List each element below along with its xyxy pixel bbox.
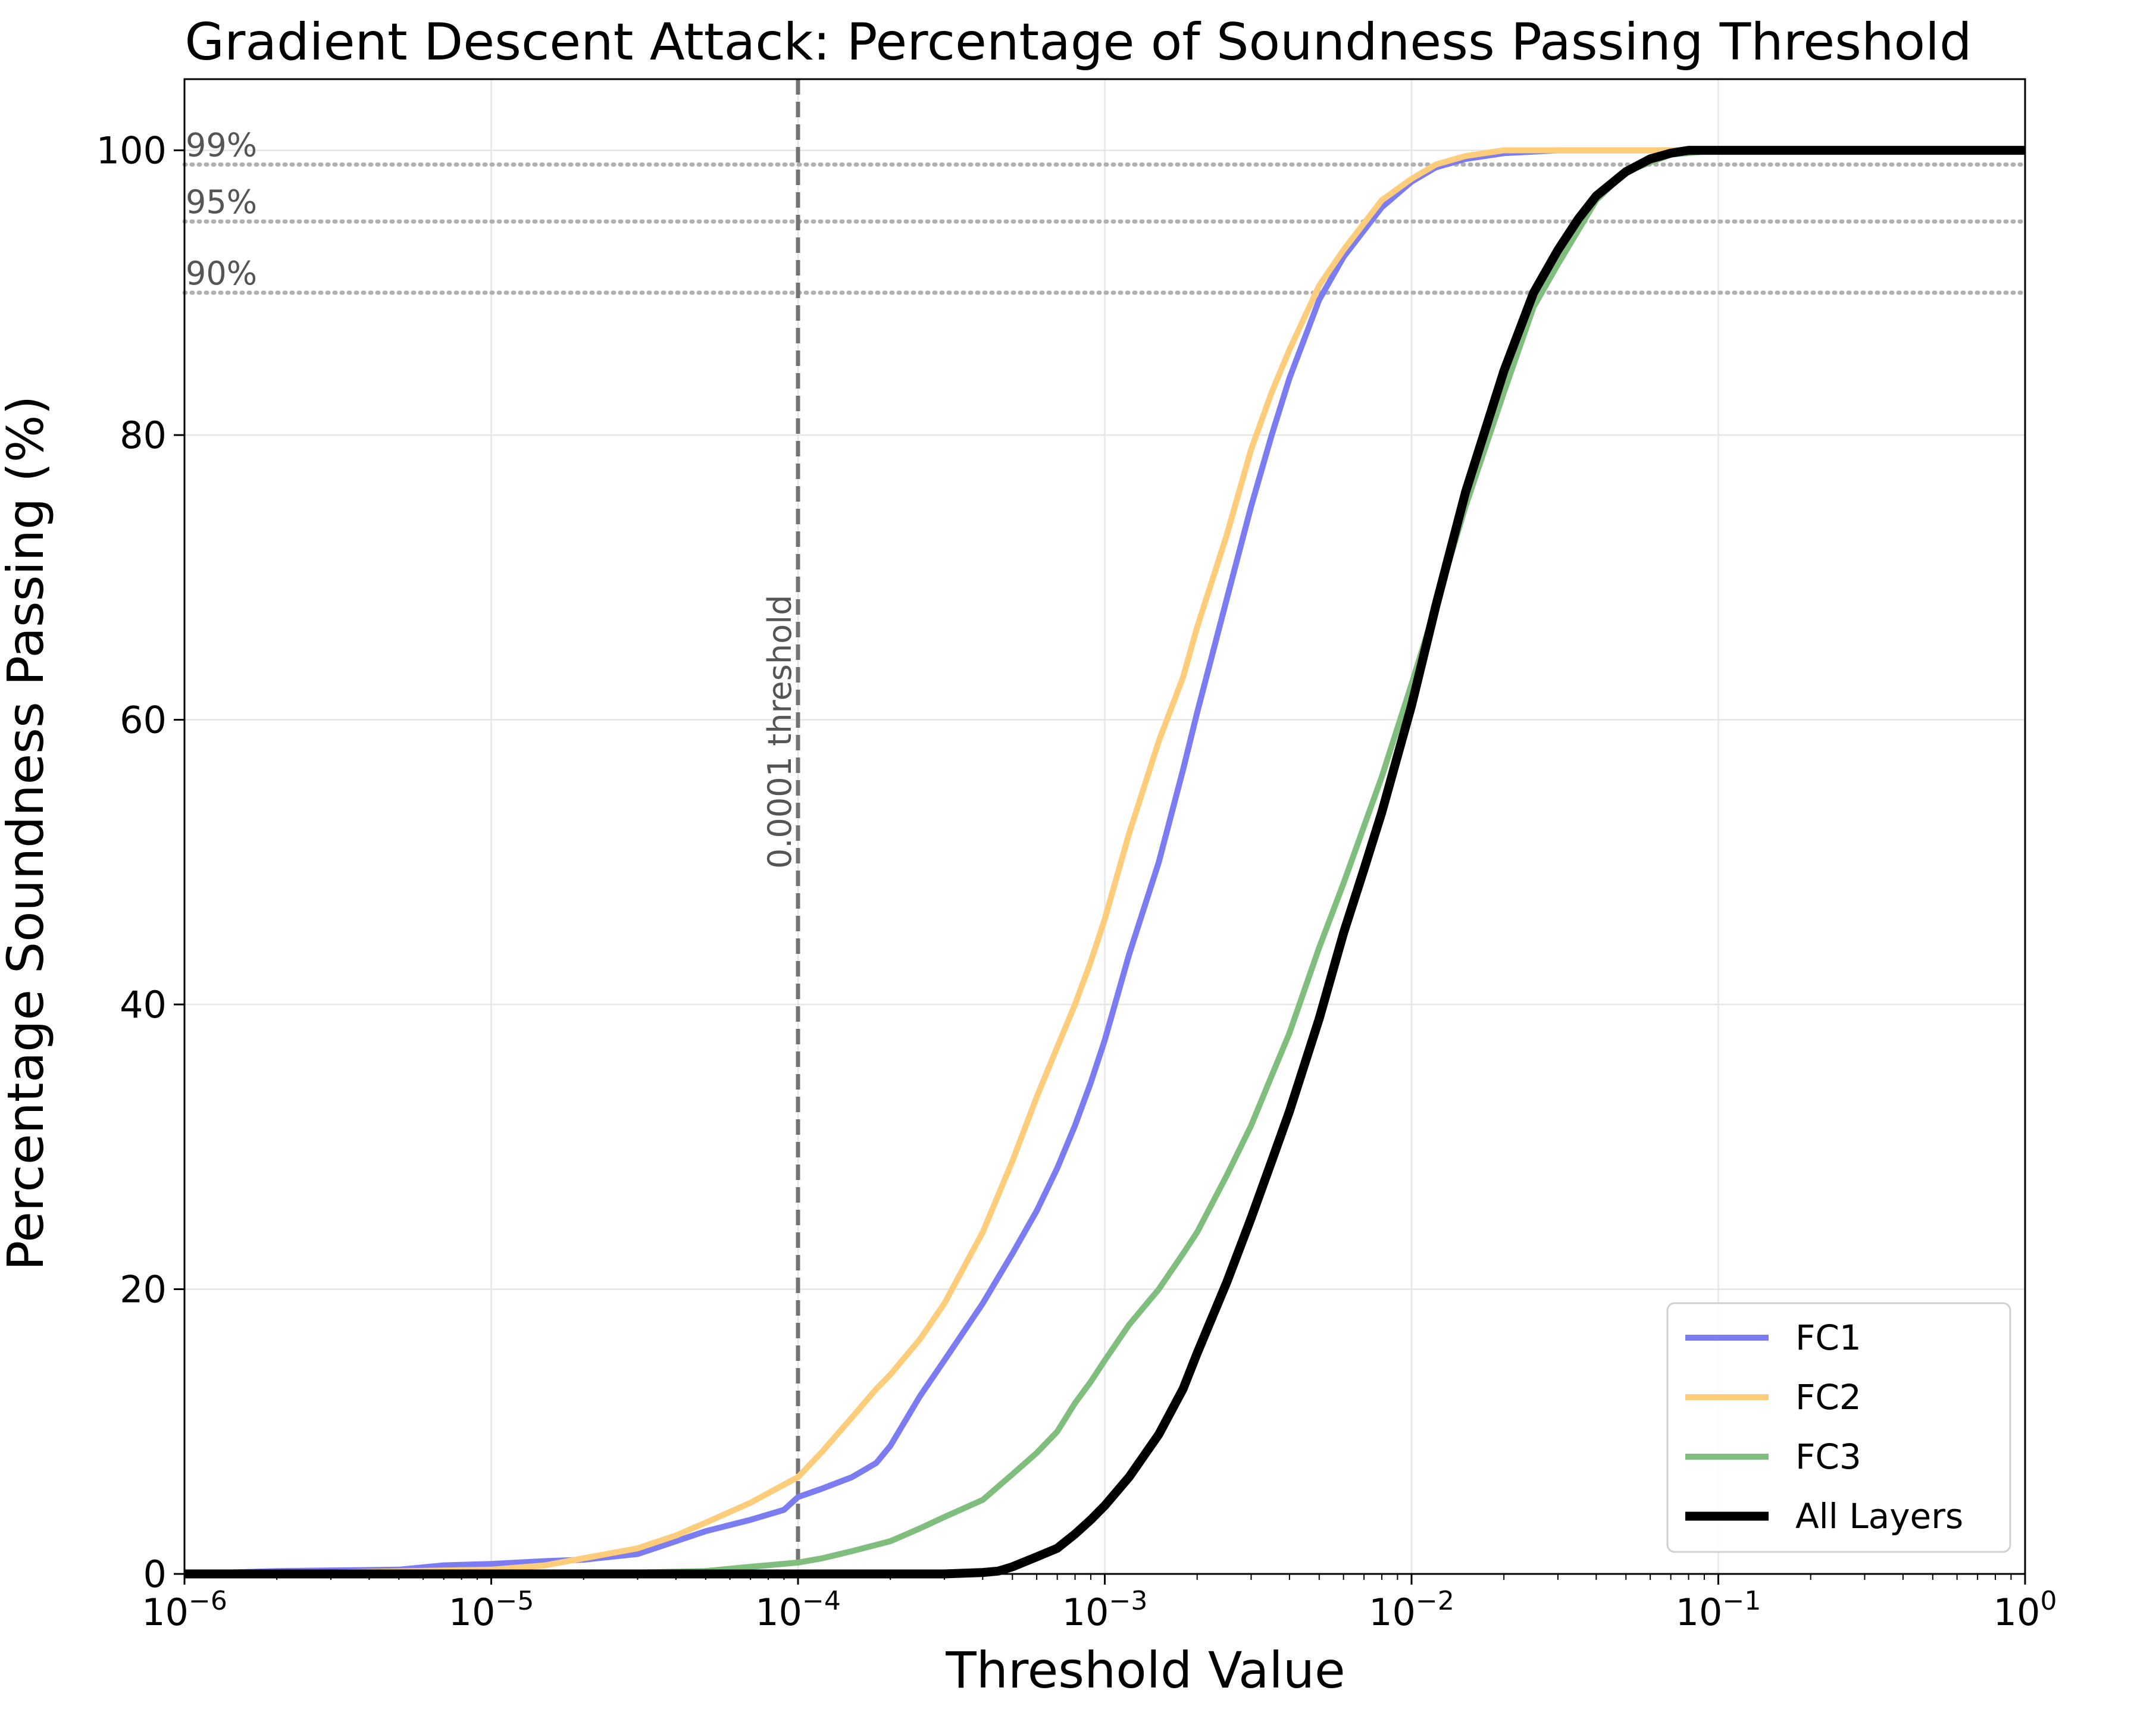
y-tick-label: 100: [96, 129, 167, 173]
y-axis-ticks: 0 20 40 60 80 100: [96, 129, 184, 1596]
y-tick-label: 40: [120, 983, 167, 1026]
series-lines: [184, 146, 2025, 1579]
x-axis-label: Threshold Value: [945, 1641, 1345, 1699]
series-line: [184, 147, 2025, 1577]
x-tick-label: 100: [1994, 1586, 2057, 1634]
legend-box: [1666, 1302, 2011, 1553]
x-tick-label: 10−5: [449, 1586, 534, 1634]
reference-lines: 99% 95% 90%: [182, 127, 2027, 295]
x-tick-label: 10−4: [755, 1586, 841, 1634]
legend-label: FC3: [1795, 1436, 1861, 1477]
y-tick-label: 0: [143, 1553, 167, 1596]
threshold-label: 0.0001 threshold: [761, 595, 799, 869]
legend-label: FC2: [1795, 1377, 1861, 1417]
y-tick-label: 80: [120, 414, 167, 457]
y-axis-label: Percentage Soundness Passing (%): [0, 396, 55, 1271]
threshold-marker: 0.0001 threshold: [761, 79, 800, 1574]
legend-label: FC1: [1795, 1317, 1861, 1358]
chart-title: Gradient Descent Attack: Percentage of S…: [184, 12, 1972, 72]
reference-line-label: 99%: [186, 127, 257, 164]
x-axis-ticks: 10−6 10−5 10−4 10−3 10−2 10−1 100: [142, 1574, 2057, 1634]
x-tick-label: 10−1: [1676, 1586, 1761, 1634]
legend: FC1 FC2 FC3 All Layers: [1666, 1302, 2011, 1553]
x-tick-label: 10−3: [1062, 1586, 1148, 1634]
x-tick-label: 10−6: [142, 1586, 227, 1634]
y-tick-label: 60: [120, 699, 167, 742]
series-line: [184, 147, 2025, 1577]
series-line: [184, 146, 2025, 1579]
x-tick-label: 10−2: [1369, 1586, 1454, 1634]
y-tick-label: 20: [120, 1268, 167, 1312]
legend-label: All Layers: [1795, 1496, 1963, 1536]
series-line: [184, 147, 2025, 1577]
reference-line-label: 90%: [186, 255, 257, 292]
reference-line-label: 95%: [186, 183, 257, 221]
